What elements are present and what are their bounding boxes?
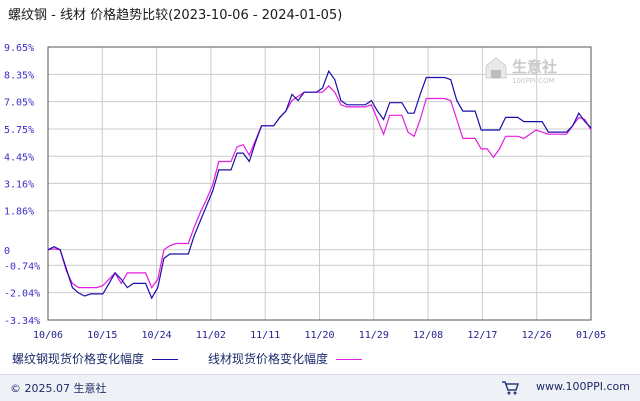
legend: 螺纹钢现货价格变化幅度 线材现货价格变化幅度 [12, 350, 392, 367]
series-line-rebar [47, 69, 592, 300]
y-tick-label: 8.35% [4, 70, 34, 81]
y-tick-label: 1.86% [4, 207, 34, 218]
y-tick-label: -0.74% [4, 261, 40, 272]
series-line-wire [47, 85, 592, 289]
legend-label-rebar: 螺纹钢现货价格变化幅度 [12, 352, 145, 366]
x-tick-label: 01/05 [576, 330, 606, 341]
y-tick-label: 9.65% [4, 43, 34, 54]
site-link[interactable]: www.100PPI.com [536, 380, 630, 393]
y-tick-label: 0 [4, 246, 10, 257]
series-layer [47, 69, 592, 300]
x-tick-label: 12/08 [413, 330, 443, 341]
y-axis-labels: 9.65% 8.35% 7.05% 5.75% 4.45% 3.16% 1.86% 0 -0.7… [4, 43, 40, 327]
legend-swatch-rebar [152, 359, 179, 360]
y-tick-label: -2.04% [4, 289, 40, 300]
footer: © 2025.07 生意社 www.100PPI.com [0, 374, 640, 401]
watermark-logo: 生意社 100PPI.COM [485, 57, 557, 85]
logo-sub: 100PPI.COM [512, 77, 555, 85]
cart-icon [502, 381, 520, 395]
logo-name: 生意社 [512, 58, 557, 76]
legend-label-wire: 线材现货价格变化幅度 [208, 352, 329, 366]
x-tick-label: 10/15 [87, 330, 117, 341]
y-tick-label: 7.05% [4, 98, 34, 109]
grid-layer [47, 46, 592, 321]
y-tick-label: -3.34% [4, 316, 40, 327]
x-tick-label: 12/26 [522, 330, 552, 341]
x-axis-labels: 10/06 10/15 10/24 11/02 11/11 11/20 11/29 12/08… [33, 330, 606, 341]
y-tick-label: 4.45% [4, 152, 34, 163]
x-tick-label: 11/20 [304, 330, 334, 341]
x-tick-label: 10/24 [142, 330, 172, 341]
house-door-icon [491, 70, 501, 78]
y-tick-label: 3.16% [4, 179, 34, 190]
x-tick-label: 12/17 [467, 330, 497, 341]
x-tick-label: 10/06 [33, 330, 63, 341]
chart-title: 螺纹钢 - 线材 价格趋势比较(2023-10-06 - 2024-01-05) [8, 8, 343, 23]
x-tick-label: 11/29 [359, 330, 389, 341]
x-tick-label: 11/02 [196, 330, 226, 341]
x-tick-label: 11/11 [250, 330, 280, 341]
y-tick-label: 5.75% [4, 125, 34, 136]
copyright-text: © 2025.07 生意社 [10, 382, 107, 395]
legend-swatch-wire [336, 359, 363, 360]
plot-frame [47, 46, 592, 321]
